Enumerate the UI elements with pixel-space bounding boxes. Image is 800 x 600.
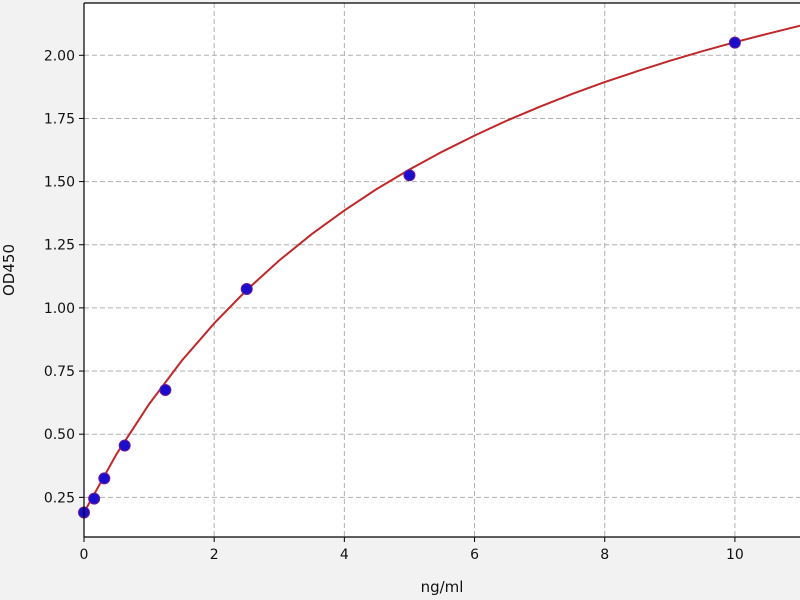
x-tick-label: 0 <box>80 547 89 563</box>
y-tick-label: 0.75 <box>44 364 75 380</box>
plot-background <box>84 3 800 537</box>
data-point <box>88 492 101 505</box>
data-point <box>159 383 172 396</box>
y-tick-label: 1.00 <box>44 301 75 317</box>
y-tick-label: 0.25 <box>44 490 75 506</box>
y-tick-label: 0.50 <box>44 427 75 443</box>
y-ticks: 0.25 0.50 0.75 1.00 1.25 1.50 1.75 2.00 <box>44 48 84 506</box>
x-tick-label: 4 <box>340 547 349 563</box>
x-axis-label: ng/ml <box>421 578 464 596</box>
x-tick-label: 10 <box>726 547 744 563</box>
data-point <box>240 282 253 295</box>
x-ticks: 0 2 4 6 8 10 <box>80 537 744 563</box>
fit-curve-group <box>83 24 800 513</box>
y-tick-label: 1.50 <box>44 175 75 191</box>
grid <box>84 3 800 537</box>
fit-curve <box>83 24 800 513</box>
y-tick-label: 2.00 <box>44 48 75 64</box>
data-point <box>403 169 416 182</box>
data-point <box>728 36 741 49</box>
data-point <box>118 439 131 452</box>
x-tick-label: 6 <box>470 547 479 563</box>
y-tick-label: 1.75 <box>44 111 75 127</box>
y-tick-label: 1.25 <box>44 238 75 254</box>
x-tick-label: 2 <box>210 547 219 563</box>
y-axis-label: OD450 <box>0 244 18 296</box>
x-tick-label: 8 <box>600 547 609 563</box>
data-point <box>98 472 111 485</box>
